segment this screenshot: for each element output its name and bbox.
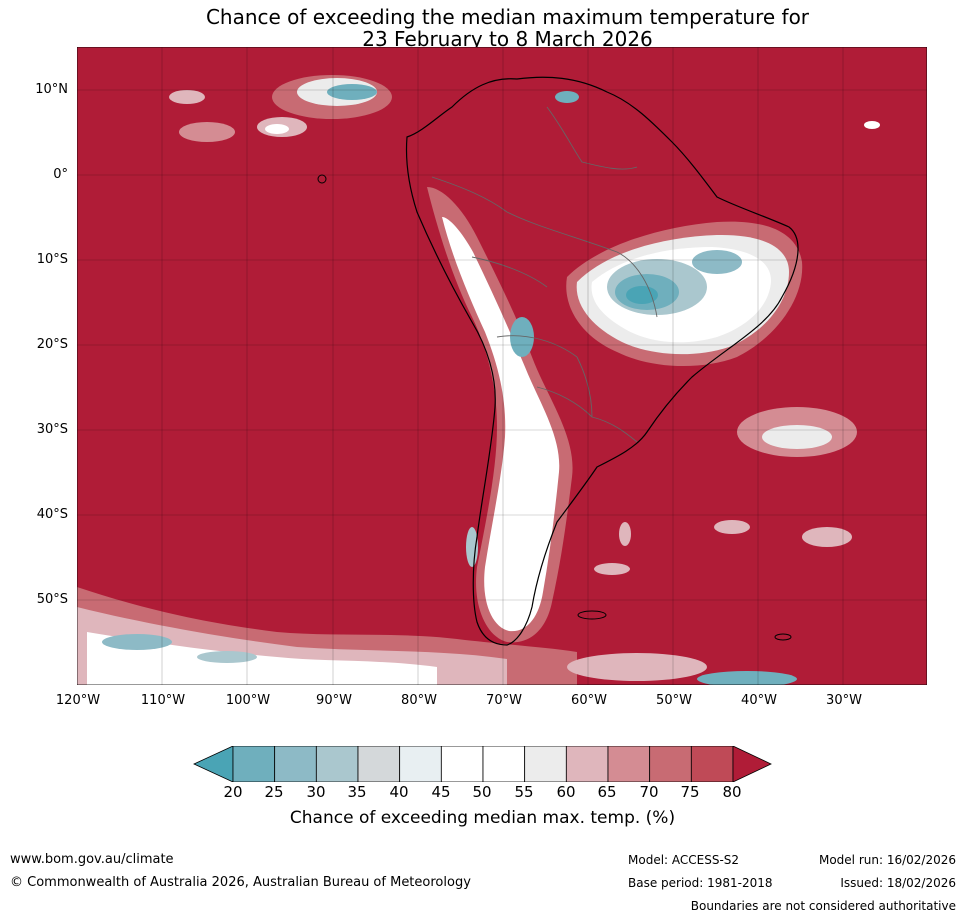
andes-patagonia-region <box>427 187 573 643</box>
map-title-line1: Chance of exceeding the median maximum t… <box>205 5 810 29</box>
colorbar-label-70: 70 <box>639 783 659 801</box>
colorbar-segment <box>315 746 359 782</box>
colorbar-arrow-low <box>193 746 234 782</box>
map-title-line2: 23 February to 8 March 2026 <box>362 27 653 51</box>
colorbar-segment <box>357 746 401 782</box>
colorbar-segment <box>649 746 692 782</box>
lon-tick-80w: 80°W <box>401 693 437 708</box>
colorbar-label-40: 40 <box>389 783 409 801</box>
brazil-cool-region <box>566 221 803 367</box>
graticule <box>77 47 927 685</box>
lat-tick-50s: 50°S <box>36 592 68 607</box>
colorbar-segment <box>607 746 651 782</box>
lon-tick-90w: 90°W <box>316 693 352 708</box>
lon-tick-50w: 50°W <box>656 693 692 708</box>
colorbar-segment <box>690 746 734 782</box>
probability-map <box>77 47 927 685</box>
colorbar-segment <box>274 746 317 782</box>
colorbar-label-75: 75 <box>680 783 700 801</box>
base-period: Base period: 1981-2018 <box>628 876 773 890</box>
colorbar-label-60: 60 <box>556 783 576 801</box>
colorbar-segment <box>440 746 484 782</box>
colorbar-label-45: 45 <box>431 783 451 801</box>
lon-tick-30w: 30°W <box>826 693 862 708</box>
issued-date: Issued: 18/02/2026 <box>840 876 956 890</box>
lon-tick-120w: 120°W <box>55 693 101 708</box>
lon-tick-60w: 60°W <box>571 693 607 708</box>
lat-tick-20s: 20°S <box>36 337 68 352</box>
atlantic-patches <box>555 91 880 575</box>
lat-tick-10s: 10°S <box>36 252 68 267</box>
south-america-coastline <box>405 76 799 646</box>
colorbar-label-50: 50 <box>472 783 492 801</box>
colorbar-arrow-high <box>732 746 772 782</box>
colorbar-title: Chance of exceeding median max. temp. (%… <box>289 808 676 828</box>
lat-tick-10n: 10°N <box>35 82 68 97</box>
north-pacific-patches <box>169 75 392 142</box>
model-run-date: Model run: 16/02/2026 <box>818 853 956 867</box>
model-name: Model: ACCESS-S2 <box>628 853 740 867</box>
colorbar-label-25: 25 <box>264 783 284 801</box>
southern-ocean-band <box>77 587 797 685</box>
colorbar-segment <box>399 746 442 782</box>
website-link[interactable]: www.bom.gov.au/climate <box>10 852 174 867</box>
islands <box>317 174 792 641</box>
colorbar <box>193 746 772 782</box>
lon-tick-40w: 40°W <box>741 693 777 708</box>
colorbar-label-30: 30 <box>306 783 326 801</box>
colorbar-segment <box>565 746 609 782</box>
lon-tick-100w: 100°W <box>225 693 271 708</box>
colorbar-label-65: 65 <box>597 783 617 801</box>
lat-tick-40s: 40°S <box>36 507 68 522</box>
lat-tick-0: 0° <box>53 167 68 182</box>
lat-tick-30s: 30°S <box>36 422 68 437</box>
boundaries-disclaimer: Boundaries are not considered authoritat… <box>690 899 956 913</box>
lon-tick-110w: 110°W <box>140 693 186 708</box>
country-borders <box>431 106 658 443</box>
colorbar-segment <box>524 746 567 782</box>
lon-tick-70w: 70°W <box>486 693 522 708</box>
colorbar-segment <box>232 746 276 782</box>
copyright-text: © Commonwealth of Australia 2026, Austra… <box>10 875 471 890</box>
colorbar-label-55: 55 <box>514 783 534 801</box>
colorbar-label-35: 35 <box>347 783 367 801</box>
colorbar-label-80: 80 <box>722 783 742 801</box>
colorbar-segment <box>482 746 526 782</box>
colorbar-label-20: 20 <box>223 783 243 801</box>
